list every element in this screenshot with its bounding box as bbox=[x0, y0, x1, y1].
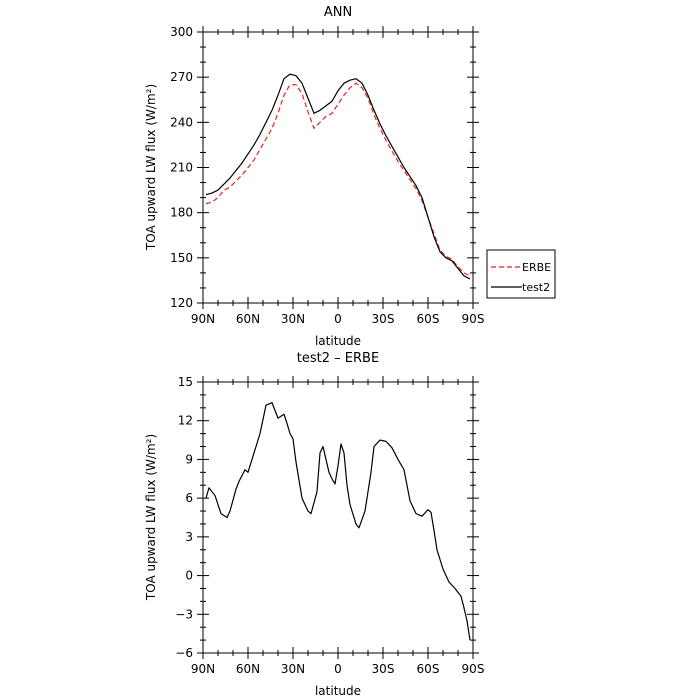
panel-difference: test2 – ERBE 90N 60N 30N 0 30S 60S 90S −6 −3 0 3 6… bbox=[144, 351, 484, 698]
y-tick-label: 240 bbox=[170, 115, 193, 129]
x-tick-label: 90N bbox=[191, 312, 215, 326]
y-tick-label: −3 bbox=[175, 607, 193, 621]
x-tick-label: 60S bbox=[417, 312, 440, 326]
x-tick-label: 60N bbox=[236, 662, 260, 676]
x-tick-label: 30N bbox=[281, 662, 305, 676]
x-tick-labels-bottom: 90N 60N 30N 0 30S 60S 90S bbox=[191, 662, 485, 676]
y-tick-labels-bottom: −6 −3 0 3 6 9 12 15 bbox=[175, 375, 193, 660]
y-tick-label: 120 bbox=[170, 296, 193, 310]
x-tick-label: 60N bbox=[236, 312, 260, 326]
y-tick-label: 150 bbox=[170, 251, 193, 265]
x-tick-label: 90N bbox=[191, 662, 215, 676]
plot-frame-bottom bbox=[202, 381, 474, 654]
x-tick-label: 30S bbox=[372, 662, 395, 676]
y-tick-label: −6 bbox=[175, 646, 193, 660]
x-axis-label-bottom: latitude bbox=[315, 684, 361, 698]
legend-box bbox=[486, 249, 556, 299]
series-line-difference bbox=[205, 402, 471, 641]
x-tick-label: 0 bbox=[334, 312, 342, 326]
series-lines-top bbox=[205, 73, 471, 280]
y-tick-labels-top: 120 150 180 210 240 270 300 bbox=[170, 25, 193, 310]
x-tick-label: 30S bbox=[372, 312, 395, 326]
legend-label-erbe: ERBE bbox=[522, 261, 551, 274]
y-tick-label: 12 bbox=[178, 414, 193, 428]
legend-label-test2: test2 bbox=[522, 281, 550, 294]
series-line-test2 bbox=[205, 73, 471, 280]
y-axis-label-top: TOA upward LW flux (W/m²) bbox=[144, 84, 158, 251]
plot-frame-top bbox=[202, 31, 474, 304]
y-tick-label: 180 bbox=[170, 206, 193, 220]
chart-title-ann: ANN bbox=[324, 5, 352, 20]
x-tick-labels-top: 90N 60N 30N 0 30S 60S 90S bbox=[191, 312, 485, 326]
y-tick-label: 6 bbox=[185, 491, 193, 505]
panel-annual-flux: ANN 90N 60N 30N 0 30S 60S 90S 120 150 180 210 240 2… bbox=[144, 5, 556, 348]
x-tick-label: 90S bbox=[462, 312, 485, 326]
y-axis-label-bottom: TOA upward LW flux (W/m²) bbox=[144, 434, 158, 601]
y-tick-label: 15 bbox=[178, 375, 193, 389]
legend: ERBE test2 bbox=[486, 249, 556, 299]
y-tick-label: 300 bbox=[170, 25, 193, 39]
x-tick-label: 60S bbox=[417, 662, 440, 676]
y-tick-label: 3 bbox=[185, 530, 193, 544]
chart-title-diff: test2 – ERBE bbox=[297, 351, 379, 366]
x-tick-label: 0 bbox=[334, 662, 342, 676]
y-tick-label: 9 bbox=[185, 452, 193, 466]
y-tick-label: 270 bbox=[170, 70, 193, 84]
x-tick-label: 30N bbox=[281, 312, 305, 326]
x-axis-label-top: latitude bbox=[315, 334, 361, 348]
series-lines-bottom bbox=[205, 402, 471, 641]
y-tick-label: 210 bbox=[170, 161, 193, 175]
y-tick-label: 0 bbox=[185, 569, 193, 583]
series-line-erbe bbox=[205, 82, 471, 277]
x-tick-label: 90S bbox=[462, 662, 485, 676]
ticks-top bbox=[197, 26, 479, 309]
ticks-bottom bbox=[197, 376, 479, 659]
